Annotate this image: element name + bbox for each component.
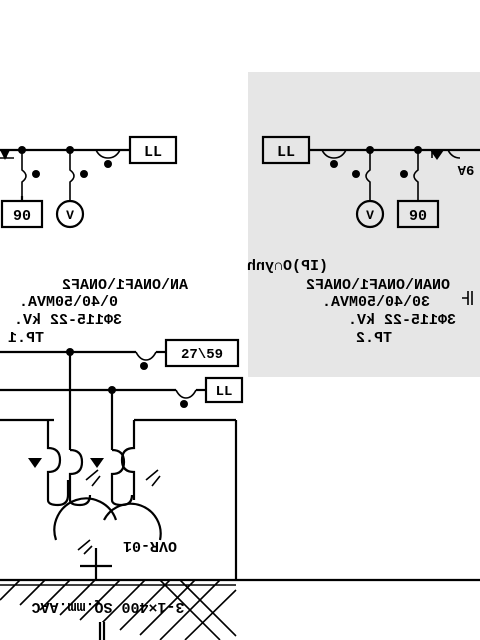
tp1-line1: (ΙΡ)Ο∩ynh (0, 258, 2, 275)
tp2-relay-90-box[interactable] (396, 199, 440, 229)
cable-section: 3-1×400 SQ.mm.AAC (0, 578, 480, 640)
tp1-line2: AN\ONAF1\ONAF2 (62, 277, 188, 294)
ovr-01-label: OVR-01 (123, 537, 177, 554)
cable-spec-label: 3-1×400 SQ.mm.AAC (31, 598, 184, 615)
tp1-voltmeter[interactable] (55, 199, 85, 229)
tp1-metering-group: LL 90 V (0, 135, 178, 229)
tp1-line3: 0\40\50MVA. (19, 294, 118, 311)
tp2-voltmeter-label: V (366, 208, 374, 223)
relay-27-59-label: 27\59 (181, 347, 223, 363)
tp2-edge-label: 9A (457, 161, 474, 177)
tp2-line2: ONAN\ONAF1\ONAF2 (306, 277, 450, 294)
tp2-relay-90-label: 90 (409, 208, 427, 225)
tp1-voltmeter-label: V (66, 208, 74, 223)
tp2-voltmeter[interactable] (355, 199, 385, 229)
tp1-lf-box-2[interactable] (204, 376, 244, 404)
tp2-line1: (ΙΡ)Ο∩ynh (247, 258, 328, 275)
tp1-rating-text: (ΙΡ)Ο∩ynh AN\ONAF1\ONAF2 0\40\50MVA. 3Φ1… (0, 258, 188, 347)
tp2-line3: 30\40\50MVA. (322, 294, 430, 311)
tp1-lf-box-2-label: LL (216, 384, 233, 400)
tp1-transformer-group: 27\59 LL OVR-01 (0, 338, 244, 580)
tp1-lf-box[interactable] (128, 135, 178, 165)
tp1-relay-90-label: 90 (13, 208, 31, 225)
tp1-line4: 3Φ115-22 kV. (14, 312, 122, 329)
tp1-lf-box-label: LL (144, 144, 162, 161)
tp2-rating-text: (ΙΡ)Ο∩ynh ONAN\ONAF1\ONAF2 30\40\50MVA. … (247, 258, 456, 347)
tp2-lf-box-label: LL (277, 144, 295, 161)
ground-hatching (0, 579, 237, 640)
tp1-line5: TP.1 (8, 330, 44, 347)
relay-27-59-box[interactable] (164, 338, 240, 368)
tp2-line4: 3Φ115-22 kV. (348, 312, 456, 329)
tp2-metering-group: LL 9A V 90 (261, 135, 480, 229)
tp2-line5: TP.2 (356, 330, 392, 347)
